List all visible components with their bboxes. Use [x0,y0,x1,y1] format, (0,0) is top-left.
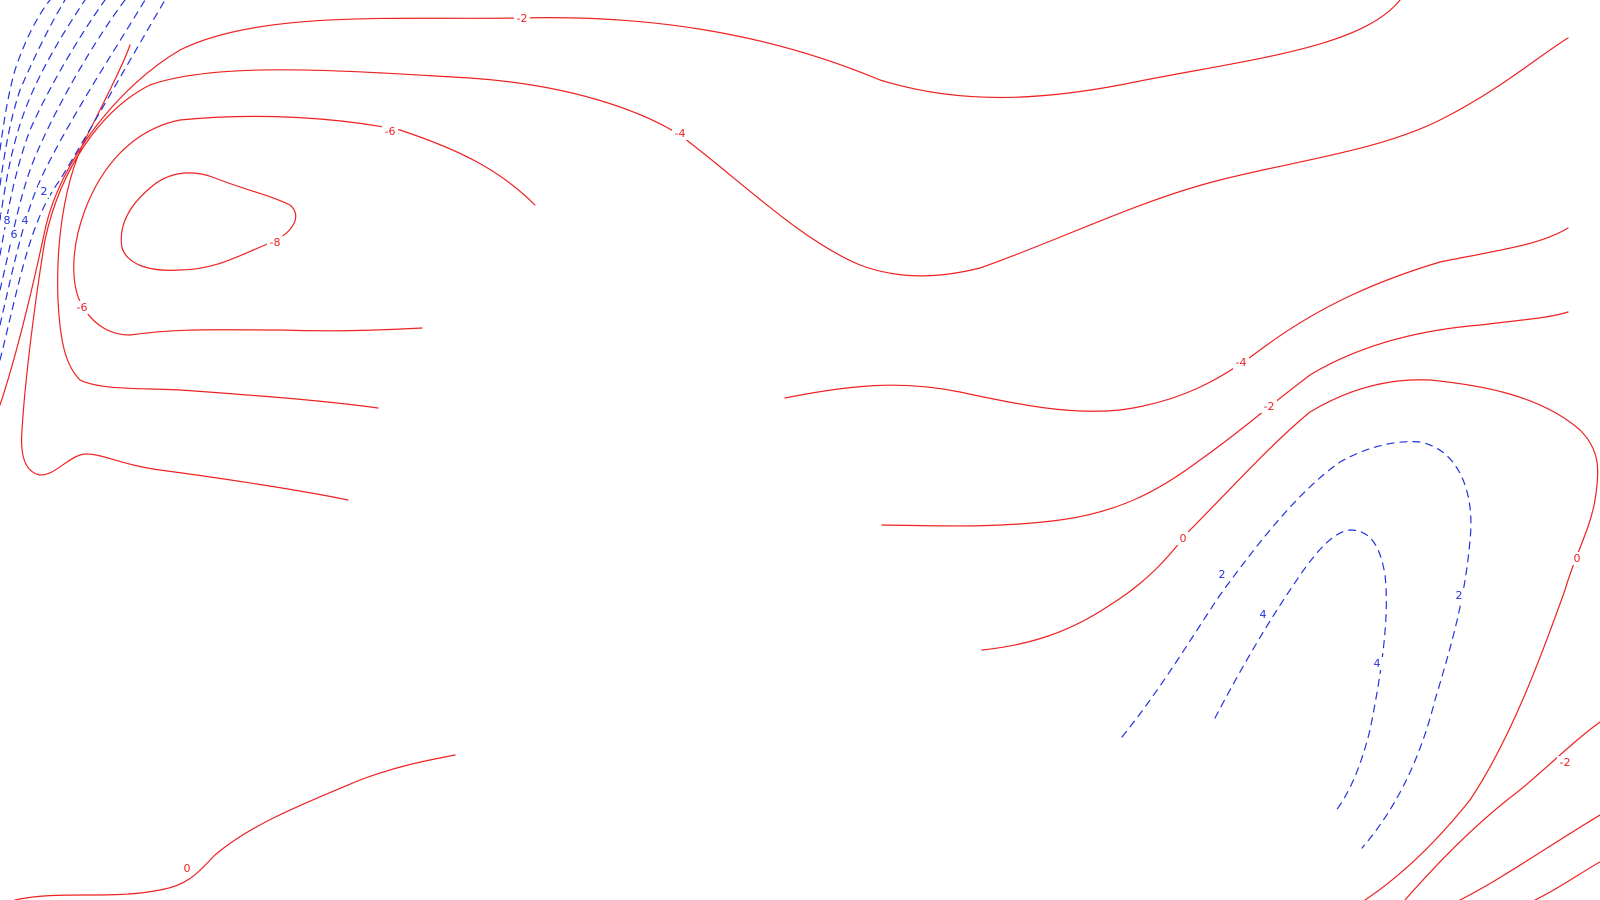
svg-text:2: 2 [41,185,48,198]
label-neg-4-right: -4 [1233,356,1249,369]
svg-text:-4: -4 [675,127,686,140]
contour-pos-left-6 [0,0,66,186]
label-pos-2-left-edge: 2 [38,185,50,198]
contour-zero-mid-right [981,379,1599,900]
label-neg-6-left: -6 [74,301,90,314]
contour-neg-4-bottom-right [1459,814,1600,900]
contour-pos-left-2 [0,0,146,326]
contour-neg-6-bottom-right [1534,861,1600,900]
svg-text:2: 2 [1219,568,1226,581]
label-neg-4-top: -4 [672,127,688,140]
svg-text:0: 0 [1574,552,1581,565]
svg-text:-2: -2 [1264,400,1275,413]
label-pos-8-left-edge: 8 [1,214,13,227]
label-pos-4-left-edge: 4 [19,214,31,227]
svg-text:4: 4 [22,214,29,227]
positive-contours [0,0,1472,849]
label-pos-4-inner: 4 [1257,608,1269,621]
label-neg-6-top: -6 [382,125,398,138]
svg-text:8: 8 [4,214,11,227]
svg-text:0: 0 [1180,532,1187,545]
svg-text:4: 4 [1374,657,1381,670]
svg-text:-4: -4 [1236,356,1247,369]
svg-text:-6: -6 [77,301,88,314]
label-neg-2-right: -2 [1261,400,1277,413]
label-zero-far-right: 0 [1571,552,1583,565]
label-neg-2-bottom-right: -2 [1557,756,1573,769]
svg-text:2: 2 [1456,589,1463,602]
contour-pos-left-4 [0,0,106,256]
svg-text:0: 0 [184,862,191,875]
svg-text:-2: -2 [517,12,528,25]
contour-pos-4-inner [1214,529,1387,813]
contour-neg-8 [120,172,297,271]
label-pos-6-left-edge: 6 [8,228,20,241]
contour-value-labels: -2 -4 -6 -8 -6 -4 -2 0 [1,12,1583,875]
label-zero-mid-right: 0 [1177,532,1189,545]
label-pos-4-right: 4 [1371,657,1383,670]
contour-neg-2-left-loop [20,429,349,501]
contour-zero-bottom-left [14,754,456,900]
label-neg-8: -8 [267,236,283,249]
label-neg-2-top: -2 [514,12,530,25]
svg-text:4: 4 [1260,608,1267,621]
contour-pos-left-3 [0,0,126,291]
contour-neg-4-right [784,227,1569,412]
contour-neg-2-bottom-right [1404,721,1600,900]
contour-pos-left-7 [0,0,51,151]
svg-text:-2: -2 [1560,756,1571,769]
label-pos-2-inner: 2 [1216,568,1228,581]
contour-pos-left-edge-group [0,0,166,361]
label-zero-bottom-left: 0 [181,862,193,875]
contour-pos-2-inner [1121,441,1472,849]
label-pos-2-right: 2 [1453,589,1465,602]
svg-text:-8: -8 [270,236,281,249]
svg-text:6: 6 [11,228,18,241]
contour-neg-2-top [0,0,1401,406]
contour-neg-4-top [21,37,1569,431]
svg-text:-6: -6 [385,125,396,138]
contour-neg-2-right [881,311,1569,527]
